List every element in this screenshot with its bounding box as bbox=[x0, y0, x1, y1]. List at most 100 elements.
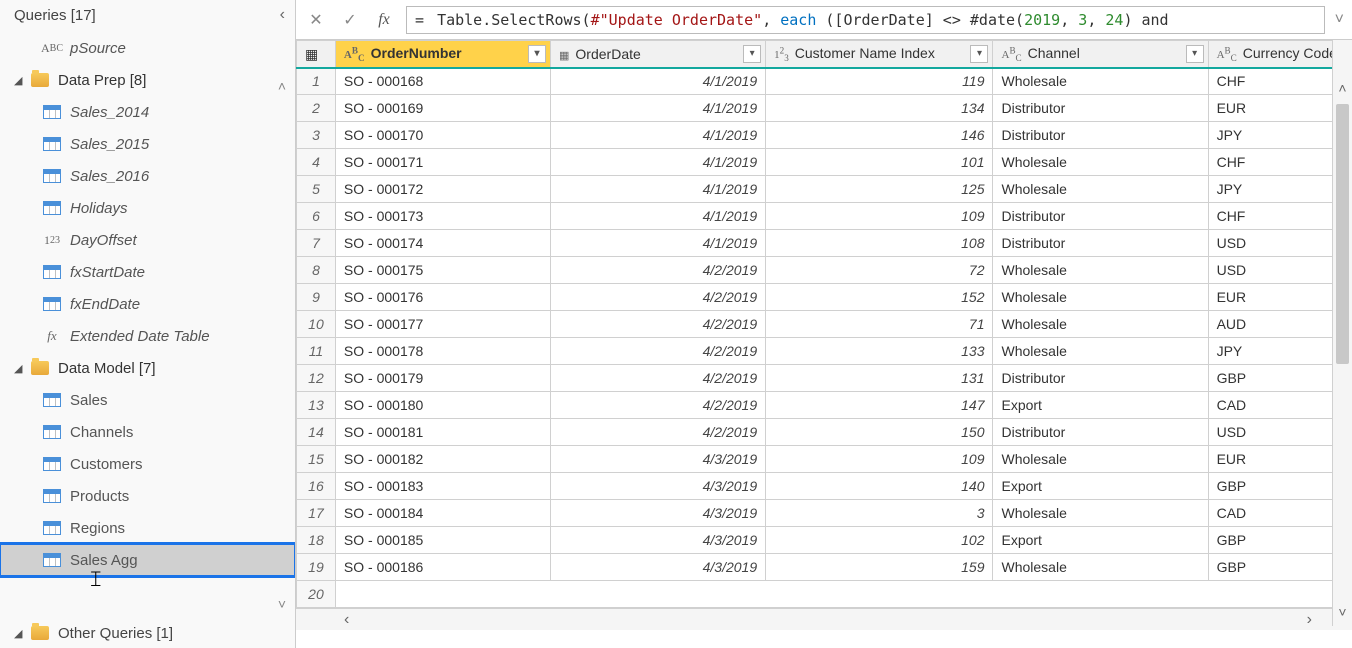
query-item[interactable]: Regions bbox=[0, 512, 295, 544]
scroll-left-icon[interactable]: ‹ bbox=[344, 611, 349, 629]
cell-orderdate[interactable]: 4/2/2019 bbox=[551, 257, 766, 284]
cell-ordernumber[interactable]: SO - 000180 bbox=[335, 392, 550, 419]
query-item[interactable]: 123DayOffset bbox=[0, 224, 295, 256]
cell-orderdate[interactable]: 4/1/2019 bbox=[551, 68, 766, 95]
cell-orderdate[interactable]: 4/1/2019 bbox=[551, 149, 766, 176]
column-dropdown-icon[interactable]: ▾ bbox=[528, 45, 546, 63]
cell-customer-index[interactable]: 133 bbox=[766, 338, 993, 365]
table-row[interactable]: 4SO - 0001714/1/2019101WholesaleCHF bbox=[297, 149, 1352, 176]
cell-customer-index[interactable]: 147 bbox=[766, 392, 993, 419]
table-row[interactable]: 19SO - 0001864/3/2019159WholesaleGBP bbox=[297, 554, 1352, 581]
group-other-queries[interactable]: ◢ Other Queries [1] bbox=[0, 618, 295, 648]
expander-icon[interactable]: ◢ bbox=[14, 627, 28, 640]
cell-currency[interactable]: GBP bbox=[1208, 365, 1351, 392]
fx-icon[interactable]: fx bbox=[372, 8, 396, 32]
cell-customer-index[interactable]: 119 bbox=[766, 68, 993, 95]
cell-orderdate[interactable]: 4/3/2019 bbox=[551, 500, 766, 527]
cell-currency[interactable]: EUR bbox=[1208, 446, 1351, 473]
cell-currency[interactable]: CAD bbox=[1208, 392, 1351, 419]
cell-currency[interactable]: EUR bbox=[1208, 95, 1351, 122]
cell-currency[interactable]: EUR bbox=[1208, 284, 1351, 311]
query-item[interactable]: Products bbox=[0, 480, 295, 512]
cell-orderdate[interactable]: 4/1/2019 bbox=[551, 122, 766, 149]
cell-currency[interactable]: USD bbox=[1208, 257, 1351, 284]
cell-currency[interactable]: USD bbox=[1208, 419, 1351, 446]
table-row[interactable]: 14SO - 0001814/2/2019150DistributorUSD bbox=[297, 419, 1352, 446]
table-row[interactable]: 13SO - 0001804/2/2019147ExportCAD bbox=[297, 392, 1352, 419]
cell-customer-index[interactable]: 146 bbox=[766, 122, 993, 149]
cell-channel[interactable]: Distributor bbox=[993, 230, 1208, 257]
cell-customer-index[interactable]: 102 bbox=[766, 527, 993, 554]
cell-customer-index[interactable]: 134 bbox=[766, 95, 993, 122]
cell-currency[interactable]: CHF bbox=[1208, 203, 1351, 230]
table-row[interactable]: 3SO - 0001704/1/2019146DistributorJPY bbox=[297, 122, 1352, 149]
cell-customer-index[interactable]: 131 bbox=[766, 365, 993, 392]
cell-ordernumber[interactable]: SO - 000171 bbox=[335, 149, 550, 176]
horizontal-scrollbar[interactable]: ‹ › bbox=[296, 608, 1352, 630]
table-row[interactable]: 20 bbox=[297, 581, 1352, 608]
cell-ordernumber[interactable]: SO - 000177 bbox=[335, 311, 550, 338]
cell-ordernumber[interactable]: SO - 000181 bbox=[335, 419, 550, 446]
cell-channel[interactable]: Wholesale bbox=[993, 554, 1208, 581]
cell-currency[interactable]: AUD bbox=[1208, 311, 1351, 338]
query-item[interactable]: Sales_2016 bbox=[0, 160, 295, 192]
expander-icon[interactable]: ◢ bbox=[14, 74, 28, 87]
column-header-currency-code[interactable]: ABCCurrency Code bbox=[1208, 41, 1351, 68]
cell-customer-index[interactable]: 150 bbox=[766, 419, 993, 446]
cell-channel[interactable]: Wholesale bbox=[993, 68, 1208, 95]
cell-ordernumber[interactable]: SO - 000175 bbox=[335, 257, 550, 284]
cell-ordernumber[interactable]: SO - 000172 bbox=[335, 176, 550, 203]
cell-orderdate[interactable]: 4/2/2019 bbox=[551, 338, 766, 365]
cell-channel[interactable]: Distributor bbox=[993, 419, 1208, 446]
query-item[interactable]: Channels bbox=[0, 416, 295, 448]
cell-channel[interactable]: Wholesale bbox=[993, 284, 1208, 311]
cell-orderdate[interactable]: 4/1/2019 bbox=[551, 230, 766, 257]
cell-currency[interactable]: CHF bbox=[1208, 68, 1351, 95]
cell-customer-index[interactable]: 71 bbox=[766, 311, 993, 338]
table-row[interactable]: 1SO - 0001684/1/2019119WholesaleCHF bbox=[297, 68, 1352, 95]
cell-orderdate[interactable]: 4/3/2019 bbox=[551, 527, 766, 554]
cell-channel[interactable]: Export bbox=[993, 392, 1208, 419]
cancel-formula-icon[interactable]: ✕ bbox=[304, 8, 328, 32]
cell-orderdate[interactable]: 4/2/2019 bbox=[551, 419, 766, 446]
cell-ordernumber[interactable]: SO - 000182 bbox=[335, 446, 550, 473]
cell-customer-index[interactable]: 108 bbox=[766, 230, 993, 257]
cell-orderdate[interactable]: 4/2/2019 bbox=[551, 284, 766, 311]
cell-channel[interactable]: Distributor bbox=[993, 122, 1208, 149]
column-filter-icon[interactable]: ▾ bbox=[743, 45, 761, 63]
cell-currency[interactable]: JPY bbox=[1208, 176, 1351, 203]
cell-currency[interactable]: JPY bbox=[1208, 338, 1351, 365]
vertical-scrollbar[interactable]: ˄ ˅ bbox=[1332, 40, 1352, 626]
column-header-orderdate[interactable]: ▦OrderDate▾ bbox=[551, 41, 766, 68]
cell-currency[interactable]: CAD bbox=[1208, 500, 1351, 527]
scroll-down-icon[interactable]: ˅ bbox=[1333, 604, 1352, 620]
cell-customer-index[interactable]: 109 bbox=[766, 203, 993, 230]
sidebar-scroll-up-icon[interactable]: ˄ bbox=[273, 78, 291, 96]
query-item[interactable]: Sales bbox=[0, 384, 295, 416]
cell-ordernumber[interactable]: SO - 000173 bbox=[335, 203, 550, 230]
table-row[interactable]: 9SO - 0001764/2/2019152WholesaleEUR bbox=[297, 284, 1352, 311]
query-item[interactable]: Sales Agg bbox=[0, 544, 295, 576]
cell-channel[interactable]: Wholesale bbox=[993, 176, 1208, 203]
table-row[interactable]: 8SO - 0001754/2/201972WholesaleUSD bbox=[297, 257, 1352, 284]
cell-customer-index[interactable]: 72 bbox=[766, 257, 993, 284]
cell-customer-index[interactable]: 3 bbox=[766, 500, 993, 527]
cell-ordernumber[interactable]: SO - 000170 bbox=[335, 122, 550, 149]
cell-customer-index[interactable]: 159 bbox=[766, 554, 993, 581]
cell-ordernumber[interactable]: SO - 000183 bbox=[335, 473, 550, 500]
table-row[interactable]: 10SO - 0001774/2/201971WholesaleAUD bbox=[297, 311, 1352, 338]
corner-cell[interactable]: ▦ bbox=[297, 41, 336, 68]
cell-currency[interactable]: GBP bbox=[1208, 473, 1351, 500]
table-row[interactable]: 12SO - 0001794/2/2019131DistributorGBP bbox=[297, 365, 1352, 392]
cell-customer-index[interactable]: 101 bbox=[766, 149, 993, 176]
cell-channel[interactable]: Distributor bbox=[993, 365, 1208, 392]
cell-currency[interactable]: JPY bbox=[1208, 122, 1351, 149]
scroll-up-icon[interactable]: ˄ bbox=[1333, 80, 1352, 96]
cell-orderdate[interactable]: 4/3/2019 bbox=[551, 446, 766, 473]
cell-channel[interactable]: Wholesale bbox=[993, 446, 1208, 473]
table-row[interactable]: 17SO - 0001844/3/20193WholesaleCAD bbox=[297, 500, 1352, 527]
cell-currency[interactable]: GBP bbox=[1208, 527, 1351, 554]
scroll-right-icon[interactable]: › bbox=[1307, 611, 1312, 629]
query-item[interactable]: Sales_2015 bbox=[0, 128, 295, 160]
cell-customer-index[interactable]: 109 bbox=[766, 446, 993, 473]
